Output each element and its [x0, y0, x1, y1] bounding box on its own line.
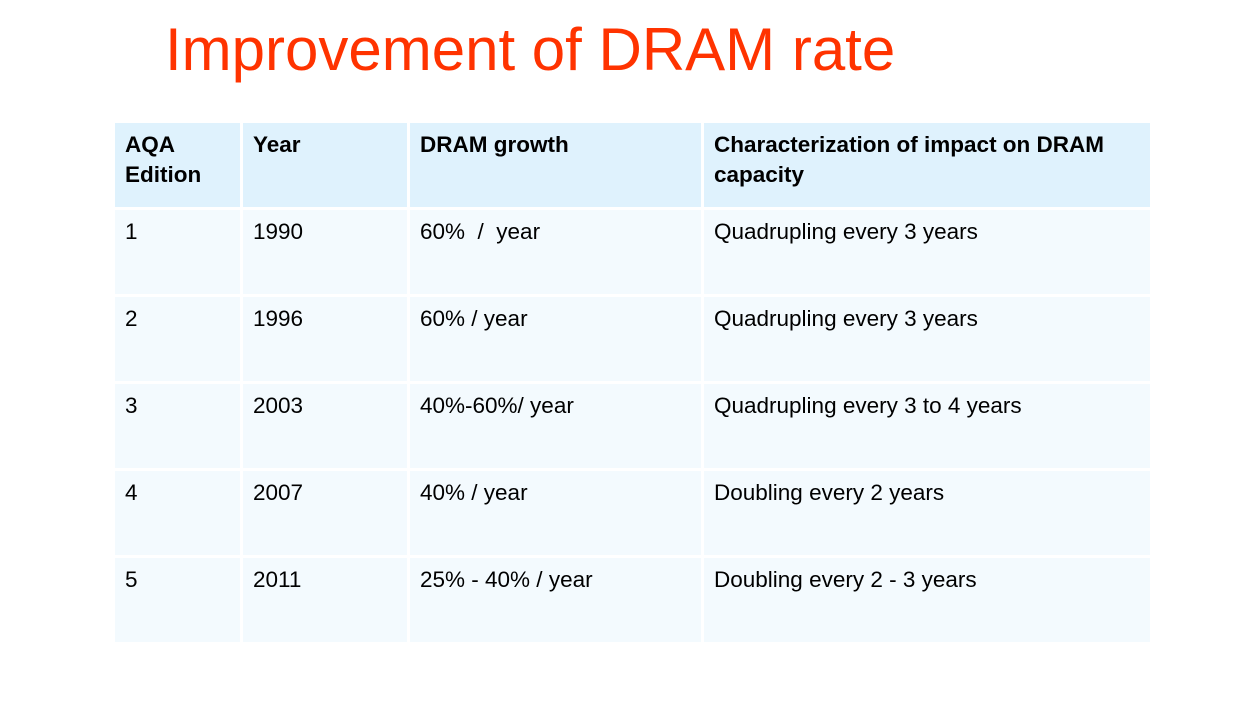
- cell-edition: 3: [115, 384, 240, 468]
- cell-edition: 1: [115, 210, 240, 294]
- cell-edition: 5: [115, 558, 240, 642]
- table-row: 1 1990 60% / year Quadrupling every 3 ye…: [115, 210, 1150, 294]
- cell-year: 2011: [243, 558, 407, 642]
- cell-characterization: Doubling every 2 years: [704, 471, 1150, 555]
- table-row: 2 1996 60% / year Quadrupling every 3 ye…: [115, 297, 1150, 381]
- cell-dram-growth: 25% - 40% / year: [410, 558, 701, 642]
- header-year: Year: [243, 123, 407, 207]
- cell-dram-growth: 40% / year: [410, 471, 701, 555]
- dram-table: AQA Edition Year DRAM growth Characteriz…: [112, 120, 1153, 645]
- cell-edition: 4: [115, 471, 240, 555]
- cell-year: 2003: [243, 384, 407, 468]
- table-row: 3 2003 40%-60%/ year Quadrupling every 3…: [115, 384, 1150, 468]
- header-characterization: Characterization of impact on DRAM capac…: [704, 123, 1150, 207]
- cell-characterization: Quadrupling every 3 years: [704, 297, 1150, 381]
- cell-dram-growth: 40%-60%/ year: [410, 384, 701, 468]
- cell-characterization: Doubling every 2 - 3 years: [704, 558, 1150, 642]
- table-row: 4 2007 40% / year Doubling every 2 years: [115, 471, 1150, 555]
- cell-dram-growth: 60% / year: [410, 210, 701, 294]
- table-header-row: AQA Edition Year DRAM growth Characteriz…: [115, 123, 1150, 207]
- header-dram-growth: DRAM growth: [410, 123, 701, 207]
- cell-characterization: Quadrupling every 3 to 4 years: [704, 384, 1150, 468]
- cell-year: 1996: [243, 297, 407, 381]
- cell-dram-growth: 60% / year: [410, 297, 701, 381]
- cell-year: 1990: [243, 210, 407, 294]
- header-aqa-edition: AQA Edition: [115, 123, 240, 207]
- cell-characterization: Quadrupling every 3 years: [704, 210, 1150, 294]
- slide-title: Improvement of DRAM rate: [165, 16, 896, 83]
- table-row: 5 2011 25% - 40% / year Doubling every 2…: [115, 558, 1150, 642]
- cell-year: 2007: [243, 471, 407, 555]
- cell-edition: 2: [115, 297, 240, 381]
